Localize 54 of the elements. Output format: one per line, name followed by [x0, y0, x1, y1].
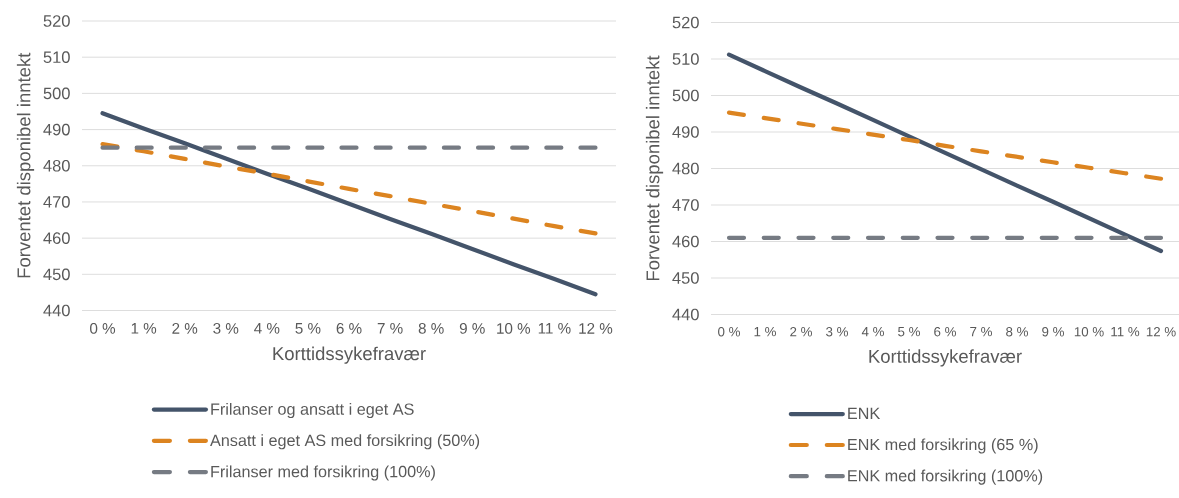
y-tick-label: 460: [672, 235, 699, 248]
y-tick-label: 510: [43, 51, 70, 64]
x-tick-label: 8 %: [418, 323, 444, 334]
legend-label: Frilanser med forsikring (100%): [211, 465, 435, 481]
x-tick-label: 5 %: [295, 323, 321, 334]
y-tick-label: 490: [43, 123, 70, 136]
y-tick-label: 470: [43, 196, 70, 208]
y-tick-label: 440: [43, 304, 70, 317]
legend-label: ENK: [848, 407, 881, 419]
x-tick-label: 4 %: [861, 327, 884, 337]
x-tick-label: 11 %: [1111, 327, 1140, 337]
legend-label: Frilanser og ansatt i eget AS: [211, 402, 414, 419]
x-tick-label: 1 %: [131, 323, 157, 334]
y-tick-label: 480: [43, 159, 70, 172]
x-tick-label: 0 %: [90, 323, 116, 334]
y-tick-label: 480: [672, 162, 699, 175]
x-tick-label: 1 %: [754, 327, 776, 337]
legend-label: Ansatt i eget AS med forsikring (50%): [210, 434, 480, 450]
y-tick-label: 520: [672, 16, 699, 29]
y-axis-title: Forventet disponibel inntekt: [16, 52, 35, 278]
y-tick-label: 500: [672, 89, 699, 102]
y-axis-title: Forventet disponibel inntekt: [645, 55, 664, 281]
x-axis-title: Korttidssykefravær: [273, 346, 426, 364]
y-tick-label: 520: [43, 15, 70, 27]
x-tick-label: 11 %: [538, 323, 571, 334]
y-tick-label: 460: [43, 232, 70, 244]
x-tick-label: 8 %: [1006, 327, 1028, 337]
x-tick-label: 10 %: [1074, 327, 1104, 337]
x-tick-label: 9 %: [1042, 327, 1064, 337]
x-tick-label: 9 %: [459, 323, 485, 334]
x-tick-label: 2 %: [790, 327, 812, 337]
x-tick-label: 12 %: [1146, 327, 1176, 337]
y-tick-label: 440: [672, 308, 699, 321]
legend-label: ENK med forsikring (100%): [848, 469, 1043, 485]
y-tick-label: 470: [672, 199, 699, 211]
y-tick-label: 500: [43, 87, 70, 100]
x-tick-label: 6 %: [336, 323, 362, 334]
x-axis-title: Korttidssykefravær: [869, 349, 1022, 367]
y-tick-label: 490: [672, 126, 699, 138]
x-tick-label: 12 %: [579, 323, 613, 334]
x-tick-label: 10 %: [497, 323, 531, 334]
x-tick-label: 7 %: [377, 323, 403, 334]
x-tick-label: 6 %: [934, 327, 956, 337]
x-tick-label: 2 %: [172, 323, 198, 334]
x-tick-label: 5 %: [898, 327, 920, 337]
x-tick-label: 3 %: [826, 327, 848, 337]
x-tick-label: 3 %: [213, 323, 239, 334]
x-tick-label: 0 %: [718, 327, 740, 337]
y-tick-label: 450: [43, 268, 70, 281]
x-tick-label: 7 %: [970, 327, 992, 337]
y-tick-label: 450: [672, 272, 699, 284]
x-tick-label: 4 %: [254, 323, 280, 334]
y-tick-label: 510: [672, 53, 699, 65]
legend-label: ENK med forsikring (65 %): [848, 438, 1038, 454]
